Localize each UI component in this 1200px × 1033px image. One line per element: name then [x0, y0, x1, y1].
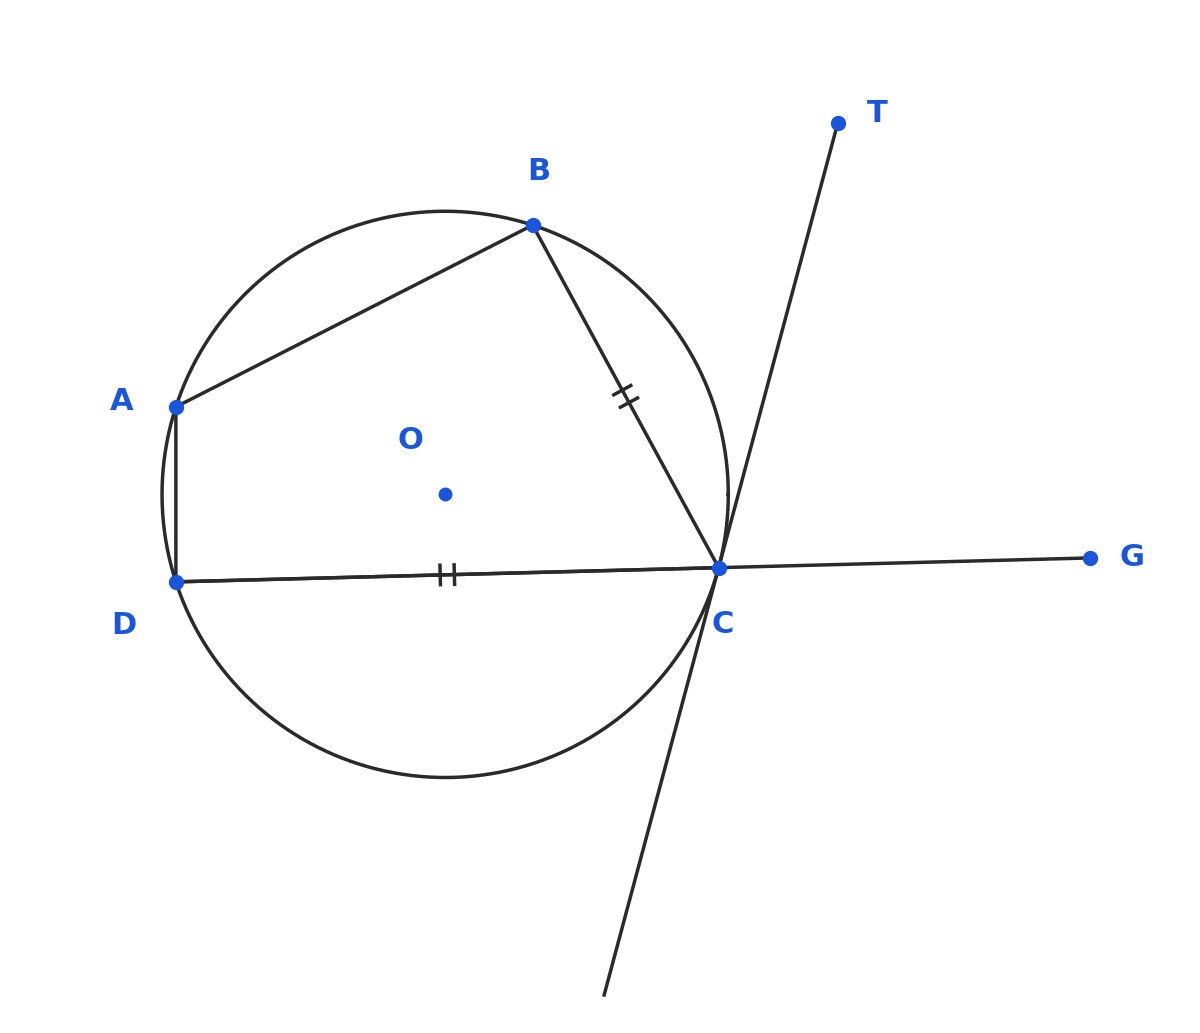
Text: D: D: [112, 612, 137, 640]
Text: O: O: [397, 427, 424, 456]
Text: G: G: [1120, 543, 1145, 572]
Text: B: B: [527, 157, 550, 186]
Text: T: T: [866, 99, 888, 128]
Text: C: C: [712, 611, 733, 639]
Text: A: A: [109, 386, 133, 415]
